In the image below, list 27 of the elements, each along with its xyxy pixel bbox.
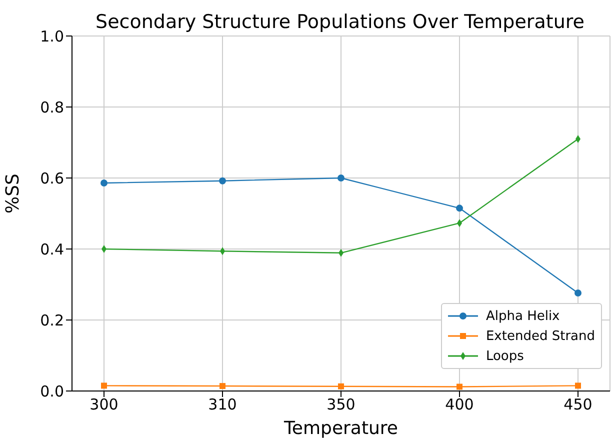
x-tick-label: 350: [326, 396, 356, 414]
y-tick-label: 0.6: [40, 169, 64, 188]
point: [100, 179, 108, 186]
x-tick-label: 300: [90, 396, 118, 414]
x-tick-label: 400: [445, 396, 474, 414]
legend-label: Alpha Helix: [486, 308, 560, 324]
point: [575, 382, 581, 389]
x-tick-label: 450: [564, 396, 592, 414]
y-tick-label: 0.4: [40, 240, 64, 258]
point: [456, 384, 462, 390]
point: [101, 382, 107, 389]
y-tick-label: 0.0: [40, 382, 64, 400]
point: [338, 174, 344, 182]
y-axis-title: %SS: [2, 174, 24, 214]
point: [456, 204, 463, 212]
point: [220, 383, 226, 390]
chart-title: Secondary Structure Populations Over Temperature: [96, 11, 584, 33]
point: [338, 383, 344, 390]
y-tick-label: 0.2: [40, 311, 64, 330]
legend-label: Loops: [486, 348, 524, 364]
y-tick-label: 0.8: [40, 98, 64, 116]
x-axis-title: Temperature: [282, 418, 398, 438]
x-tick-label: 310: [208, 396, 237, 414]
point: [219, 177, 226, 184]
point: [574, 290, 582, 297]
legend-label: Extended Strand: [486, 328, 595, 344]
y-tick-label: 1.0: [40, 27, 64, 46]
